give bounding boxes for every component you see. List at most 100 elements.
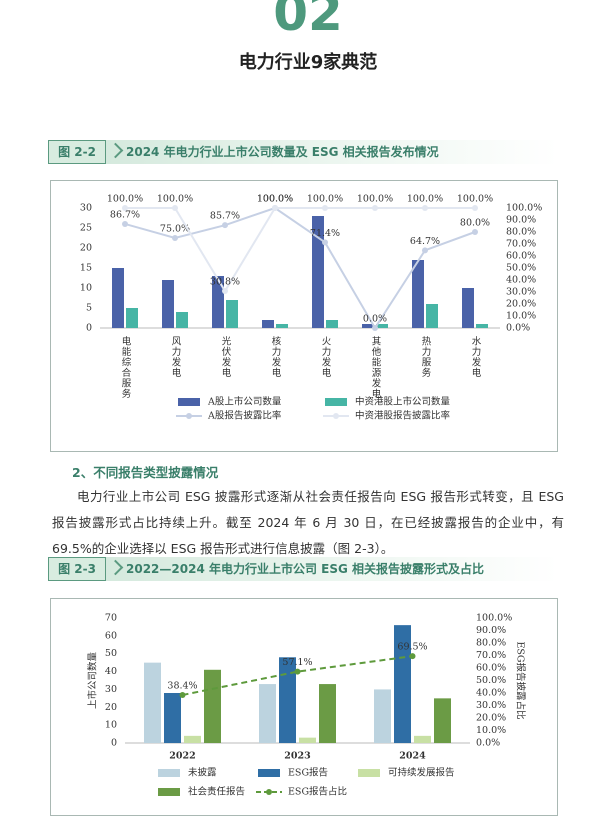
value-label: 100.0% [157, 194, 193, 205]
legend-swatch [325, 398, 347, 406]
x-tick-label: 火力发电 [320, 336, 332, 378]
bar [162, 280, 174, 328]
y2-tick-label: 60.0% [506, 251, 536, 262]
bar [414, 735, 431, 743]
bar [299, 737, 316, 743]
chart-frame [50, 598, 558, 816]
x-tick-label: 2024 [399, 751, 426, 762]
x-tick-label: 核力发电 [270, 335, 282, 378]
y2-tick-label: 10.0% [506, 311, 536, 322]
x-tick-label: 热力服务 [420, 335, 432, 378]
figure-label: 图 2-2 [48, 140, 106, 164]
y2-tick-label: 30.0% [476, 700, 506, 711]
bar [394, 625, 411, 743]
value-label: 100.0% [457, 194, 493, 205]
bar [326, 320, 338, 328]
y-tick-label: 25 [80, 223, 92, 234]
value-label: 100.0% [307, 194, 343, 205]
marker [294, 668, 301, 675]
value-label: 0.0% [363, 314, 387, 325]
y2-tick-label: 80.0% [476, 638, 506, 649]
value-label: 86.7% [110, 209, 140, 220]
marker [122, 205, 128, 211]
legend-label: 中资港股报告披露比率 [355, 410, 451, 422]
legend-label: ESG报告占比 [288, 786, 347, 798]
y2-tick-label: 50.0% [506, 263, 536, 274]
value-label: 57.1% [282, 657, 312, 668]
y2-axis-title: ESG报告披露占比 [515, 641, 527, 719]
y-tick-label: 5 [86, 303, 92, 314]
x-tick-label: 电能综合服务 [120, 335, 132, 399]
bar [376, 324, 388, 328]
y2-tick-label: 100.0% [506, 203, 542, 214]
marker [172, 235, 178, 241]
chart-frame [50, 180, 558, 452]
bar [362, 324, 374, 328]
bar [476, 324, 488, 328]
x-tick-label: 2023 [284, 751, 310, 762]
y2-tick-label: 30.0% [506, 287, 536, 298]
legend-swatch [158, 788, 180, 796]
bar [126, 308, 138, 328]
marker [372, 325, 378, 331]
legend-label: 可持续发展报告 [388, 767, 455, 779]
bar [226, 300, 238, 328]
bar [144, 662, 161, 743]
bar [112, 268, 124, 328]
y-tick-label: 20 [80, 243, 92, 254]
y2-tick-label: 20.0% [476, 713, 506, 724]
marker [222, 222, 228, 229]
y2-tick-label: 90.0% [476, 625, 506, 636]
y-tick-label: 10 [105, 720, 117, 731]
legend-label: ESG报告 [288, 767, 328, 779]
legend-label: 未披露 [188, 767, 217, 779]
marker [222, 288, 228, 295]
y-tick-label: 40 [105, 666, 117, 677]
figure-title: 2022—2024 年电力行业上市公司 ESG 相关报告披露形式及占比 [126, 562, 485, 576]
line [124, 206, 476, 330]
y2-tick-label: 70.0% [506, 239, 536, 250]
y-tick-label: 30 [80, 203, 92, 214]
bar [426, 304, 438, 328]
value-label: 100.0% [257, 194, 293, 205]
y-tick-label: 0 [86, 323, 92, 334]
marker [472, 205, 478, 211]
y2-tick-label: 40.0% [476, 688, 506, 699]
value-label: 64.7% [410, 236, 440, 247]
paragraph: 电力行业上市公司 ESG 披露形式逐渐从社会责任报告向 ESG 报告形式转变，且… [52, 489, 564, 556]
legend-swatch [358, 769, 380, 777]
value-label: 100.0% [407, 194, 443, 205]
value-label: 100.0% [107, 194, 143, 205]
page-title: 电力行业9家典范 [238, 52, 378, 73]
bar [184, 735, 201, 743]
legend-label: 社会责任报告 [188, 786, 245, 798]
y-tick-label: 50 [105, 648, 117, 659]
y-tick-label: 15 [80, 263, 92, 274]
value-label: 30.8% [210, 277, 240, 288]
bar [164, 693, 181, 743]
figure-header: 图 2-3 2022—2024 年电力行业上市公司 ESG 相关报告披露形式及占… [48, 557, 558, 581]
marker [322, 205, 328, 211]
bar [204, 669, 221, 743]
value-label: 38.4% [167, 681, 197, 692]
x-tick-label: 风力发电 [170, 336, 182, 378]
bar [262, 320, 274, 328]
bar [176, 312, 188, 328]
bar [434, 698, 451, 743]
line [125, 207, 475, 293]
value-label: 71.4% [310, 228, 340, 239]
legend-label: A股报告披露比率 [207, 410, 282, 422]
y2-tick-label: 100.0% [476, 613, 512, 624]
x-tick-label: 光伏发电 [220, 335, 232, 378]
legend-label: 中资港股上市公司数量 [355, 396, 451, 408]
marker [409, 653, 416, 660]
chapter-number: 02 [273, 0, 343, 42]
y-tick-label: 0 [111, 738, 117, 749]
y2-tick-label: 70.0% [476, 650, 506, 661]
legend-swatch [258, 769, 280, 777]
x-tick-label: 2022 [169, 751, 195, 762]
y2-tick-label: 50.0% [476, 675, 506, 686]
marker [272, 205, 278, 211]
y2-tick-label: 10.0% [476, 725, 506, 736]
